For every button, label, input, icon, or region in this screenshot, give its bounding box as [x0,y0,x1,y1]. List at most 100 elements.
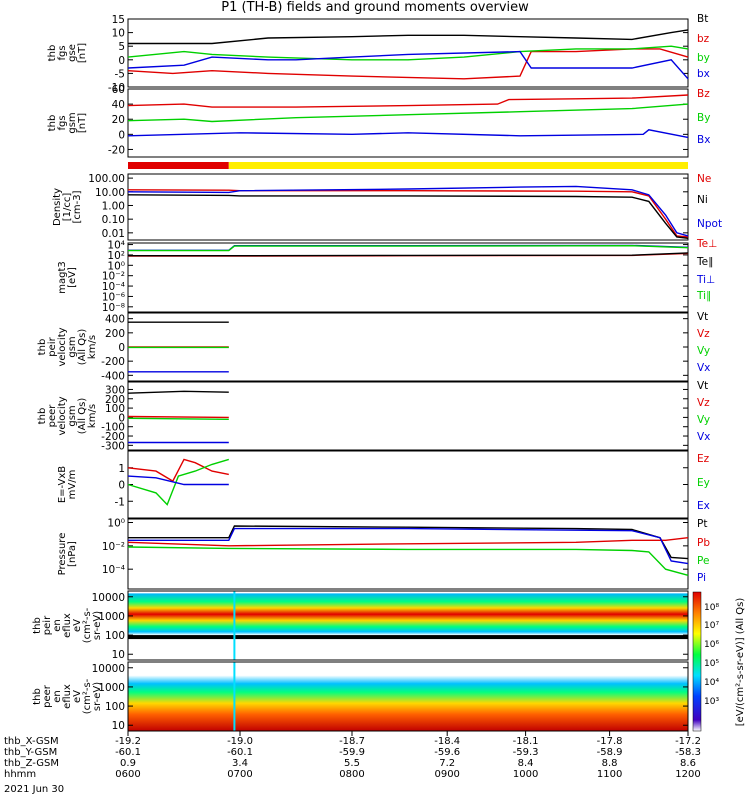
x-tick-label: -17.2 [675,736,701,747]
x-tick-label: 8.8 [602,758,618,769]
colorbar-tick: 10⁴ [704,678,719,688]
x-tick-label: -60.1 [115,747,141,758]
legend-entry: Bx [697,134,710,146]
colorbar-tick: 10³ [704,697,719,707]
y-axis-label: sr-eV) [92,611,103,640]
y-tick-label: 1000 [98,682,125,694]
x-tick-label: 3.4 [232,758,248,769]
y-tick-label: 40 [112,99,125,111]
x-tick-label: -19.0 [227,736,253,747]
y-tick-label: -1 [115,496,125,508]
y-axis-label: peer [47,404,58,428]
y-tick-label: 10⁻² [102,541,125,553]
date-label: 2021 Jun 30 [4,784,64,795]
legend-entry: bx [697,68,710,80]
legend-entry: Bt [697,13,708,25]
x-tick-label: 5.5 [344,758,360,769]
series-line-Pb [127,537,689,547]
x-tick-label: 0800 [339,769,364,780]
y-tick-label: 100 [105,701,125,713]
x-tick-label: -18.4 [434,736,460,747]
x-tick-label: 8.6 [680,758,696,769]
legend-entry: Pb [697,537,710,549]
y-tick-label: 1.00 [102,200,125,212]
panel-frame [127,590,689,661]
y-tick-label: -400 [101,370,125,382]
y-axis-label: thb [32,617,43,634]
y-axis-label: thb [47,45,58,62]
series-line-Ez [127,458,229,483]
x-tick-label: -59.3 [513,747,539,758]
y-axis-label: E=-VxB [57,466,68,503]
mode-segment [228,162,689,169]
y-tick-label: 0 [118,342,125,354]
series-line-Npot [127,185,689,237]
y-axis-label: Density [52,188,63,226]
series-line-by [127,45,689,61]
x-row-label: thb_Z-GSM [4,758,59,769]
panel-frame [127,242,689,313]
y-axis-label: gsm [67,336,78,357]
series-line-Pe [127,546,689,576]
y-axis-label: eV [72,619,83,632]
legend-entry: Npot [697,218,722,230]
x-tick-label: 7.2 [439,758,455,769]
series-line-Ne [127,189,689,238]
y-tick-label: 100 [105,403,125,415]
y-tick-label: -200 [101,431,125,443]
y-tick-label: 20 [112,114,125,126]
y-tick-label: 200 [105,328,125,340]
y-axis-label: eflux [62,684,73,709]
series-line-By [127,103,689,123]
colorbar-tick: 10⁶ [704,640,719,650]
y-tick-label: -20 [108,144,125,156]
y-tick-label: 10000 [92,592,125,604]
y-axis-label: thb [37,339,48,356]
series-line-Bz [127,94,689,108]
legend-entry: Vy [697,414,710,426]
y-axis-label: (All Qs) [77,398,88,435]
y-tick-label: -200 [101,356,125,368]
series-line-Te∥ [128,252,689,257]
y-tick-label: 0 [118,129,125,141]
y-axis-label: (cm²-s- [82,678,93,714]
panel-peir_vel: 400 200 0 -200 -400 thb peir velocity gsm (All Qs… [37,311,710,382]
y-tick-label: 1000 [98,611,125,623]
series-line-Bx [127,129,689,139]
legend-entry: Vt [697,380,708,392]
y-tick-label: -5 [115,68,125,80]
y-axis-label: fgs [57,45,68,60]
legend-entry: bz [697,33,710,45]
panel-frame [127,173,689,241]
y-tick-label: -10 [108,82,125,94]
y-tick-label: 10.00 [95,187,125,199]
panel-efield: 1 0 -1 E=-VxB mV/m Ez Ey Ex [57,450,710,519]
x-tick-label: -58.3 [675,747,701,758]
legend-entry: Ex [697,500,710,512]
y-tick-label: 10⁻⁴ [102,564,125,576]
y-tick-label: 0.01 [102,228,125,240]
y-axis-label: peer [42,684,53,708]
colorbar-fill [692,591,702,732]
legend-entry: Vz [697,328,710,340]
colorbar-tick: 10⁸ [704,603,719,613]
legend-entry: Vz [697,397,710,409]
y-tick-label: 0 [118,55,125,67]
colorbar-label: [eV/(cm²-s-sr-eV)] (All Qs) [735,598,746,727]
y-tick-label: 10⁰ [107,518,125,530]
panel-frame [127,381,689,451]
y-axis-label: km/s [87,335,98,359]
y-axis-label: (cm²-s- [82,607,93,643]
chart-title: P1 (TH-B) fields and ground moments over… [221,0,529,15]
x-tick-label: 0600 [115,769,140,780]
x-tick-label: 0900 [434,769,459,780]
y-axis-label: [cm-3] [72,190,83,223]
x-tick-label: 1000 [513,769,538,780]
panel-peir_spec: 10000 1000 100 10 thb peir en eflux eV (cm²-s-sr-… [32,590,689,661]
x-tick-label: -60.1 [227,747,253,758]
y-tick-label: 10⁰ [107,260,125,272]
mode-segment [128,162,229,169]
y-axis-label: mV/m [67,470,78,500]
x-tick-label: -17.8 [597,736,623,747]
legend-entry: Ez [697,453,710,465]
